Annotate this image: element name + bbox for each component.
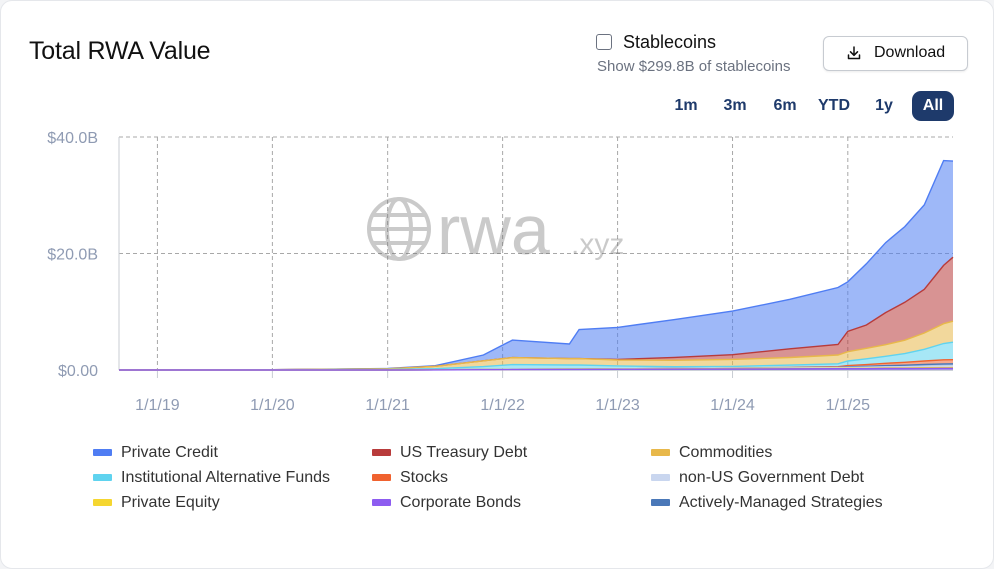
range-button-ytd[interactable]: YTD xyxy=(818,97,850,114)
x-tick-label: 1/1/21 xyxy=(365,397,410,414)
x-tick-label: 1/1/24 xyxy=(710,397,755,414)
range-button-1y[interactable]: 1y xyxy=(875,97,893,114)
stablecoins-checkbox[interactable] xyxy=(596,34,612,50)
download-icon xyxy=(847,46,861,60)
x-tick-label: 1/1/19 xyxy=(135,397,180,414)
download-label: Download xyxy=(874,44,946,61)
x-tick-label: 1/1/23 xyxy=(595,397,640,414)
legend-label: Stocks xyxy=(400,469,449,486)
legend-label: non-US Government Debt xyxy=(679,469,864,486)
line-corporate-bonds xyxy=(119,367,953,371)
line-commodities xyxy=(118,320,954,371)
legend-label: Institutional Alternative Funds xyxy=(121,469,331,486)
range-button-3m[interactable]: 3m xyxy=(723,97,747,114)
stablecoins-subtext: Show $299.8B of stablecoins xyxy=(597,58,791,75)
legend-label: Corporate Bonds xyxy=(400,494,521,511)
x-tick-label: 1/1/20 xyxy=(250,397,295,414)
legend-label: Private Credit xyxy=(121,444,218,461)
legend-swatch xyxy=(651,449,670,456)
line-private-credit xyxy=(118,159,954,371)
range-button-6m[interactable]: 6m xyxy=(773,97,797,114)
area-commodities xyxy=(119,321,953,370)
range-button-all[interactable]: All xyxy=(912,91,954,121)
line-institutional-alternative-funds xyxy=(118,341,954,371)
watermark-text: rwa xyxy=(437,191,550,269)
download-button[interactable]: Download xyxy=(823,36,968,71)
x-tick-label: 1/1/25 xyxy=(826,397,871,414)
legend-swatch xyxy=(651,499,670,506)
globe-meridian xyxy=(385,197,413,261)
legend-label: Actively-Managed Strategies xyxy=(679,494,883,511)
y-tick-label: $40.0B xyxy=(47,130,98,147)
legend-label: Commodities xyxy=(679,444,773,461)
legend-swatch xyxy=(651,474,670,481)
area-private-credit xyxy=(119,160,953,370)
legend-swatch xyxy=(93,499,112,506)
x-tick-label: 1/1/22 xyxy=(480,397,525,414)
stablecoins-label[interactable]: Stablecoins xyxy=(623,32,717,52)
rwa-area-chart: $0.00 $20.0B $40.0B 1/1/19 1/1/20 1/1/21 1/1/2… xyxy=(47,130,954,414)
watermark-suffix: .xyz xyxy=(571,228,624,261)
watermark: rwa .xyz xyxy=(367,191,624,269)
legend-swatch xyxy=(93,474,112,481)
legend-swatch xyxy=(372,449,391,456)
chart-title: Total RWA Value xyxy=(29,37,211,65)
legend-swatch xyxy=(372,499,391,506)
range-button-1m[interactable]: 1m xyxy=(674,97,698,114)
legend-label: US Treasury Debt xyxy=(400,444,528,461)
y-tick-label: $0.00 xyxy=(58,363,98,380)
globe-icon xyxy=(367,197,431,261)
legend-swatch xyxy=(93,449,112,456)
legend-label: Private Equity xyxy=(121,494,220,511)
y-tick-label: $20.0B xyxy=(47,247,98,264)
legend-swatch xyxy=(372,474,391,481)
